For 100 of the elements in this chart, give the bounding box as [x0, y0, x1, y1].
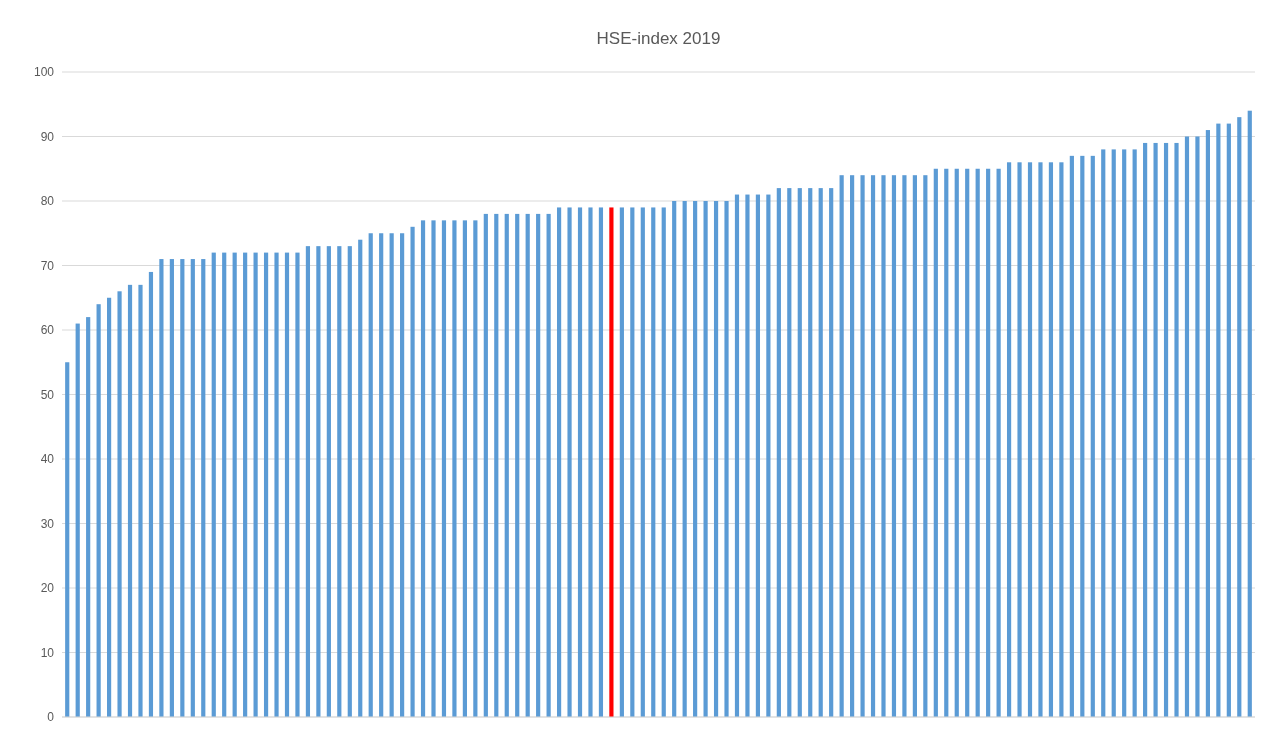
bar — [232, 252, 237, 717]
bar — [713, 201, 719, 717]
y-tick-label: 30 — [40, 516, 55, 531]
bar — [138, 284, 143, 717]
bar — [693, 201, 698, 717]
bar — [682, 201, 687, 717]
bar — [75, 323, 80, 717]
bar — [1153, 142, 1158, 717]
bar — [1090, 155, 1095, 717]
bar — [567, 207, 572, 717]
bar — [263, 252, 269, 717]
bar — [944, 168, 949, 717]
bar — [400, 233, 405, 717]
bar — [829, 188, 834, 717]
bar — [661, 207, 666, 717]
bar — [169, 259, 174, 717]
bar — [996, 168, 1001, 717]
bar — [766, 194, 771, 717]
bar — [274, 252, 279, 717]
y-tick-label: 40 — [40, 452, 55, 467]
bar — [1226, 123, 1231, 717]
chart-title: HSE-index 2019 — [596, 29, 721, 48]
bar — [127, 284, 133, 717]
bar — [515, 213, 520, 717]
bar — [546, 213, 551, 717]
bar — [1027, 162, 1033, 717]
bar — [243, 252, 248, 717]
bar — [379, 233, 384, 717]
y-tick-label: 0 — [47, 710, 55, 725]
bar — [839, 175, 844, 717]
bar — [201, 259, 206, 717]
bar — [923, 175, 928, 717]
y-tick-label: 90 — [40, 129, 55, 144]
bar — [316, 246, 321, 717]
bar — [1174, 142, 1179, 717]
bar — [912, 175, 917, 717]
bar — [148, 271, 154, 717]
bar — [483, 213, 488, 717]
bar — [536, 213, 541, 717]
bar — [860, 175, 865, 717]
bar — [441, 220, 447, 717]
bar — [891, 175, 897, 717]
bar — [954, 168, 959, 717]
bar — [253, 252, 258, 717]
bar — [672, 201, 677, 717]
y-tick-label: 20 — [40, 581, 55, 596]
bar — [734, 194, 740, 717]
bar — [1059, 162, 1064, 717]
y-tick-label: 10 — [40, 645, 55, 660]
bar — [1048, 162, 1054, 717]
bar — [504, 213, 509, 717]
bar — [494, 213, 499, 717]
bar — [797, 188, 802, 717]
bar — [1205, 130, 1210, 717]
bar — [420, 220, 426, 717]
bar — [640, 207, 645, 717]
bar — [1143, 142, 1148, 717]
bar — [180, 259, 185, 717]
bar — [1069, 155, 1074, 717]
bar — [787, 188, 792, 717]
bar — [65, 362, 70, 717]
bar — [745, 194, 750, 717]
bar — [933, 168, 938, 717]
bar — [96, 304, 101, 717]
bar — [295, 252, 300, 717]
bar — [410, 226, 415, 717]
bar — [808, 188, 813, 717]
bar — [850, 175, 855, 717]
y-tick-label: 80 — [40, 194, 55, 209]
bar — [1122, 149, 1127, 717]
y-tick-label: 50 — [40, 387, 55, 402]
bar — [1080, 155, 1085, 717]
bar — [358, 239, 363, 717]
bar — [525, 213, 530, 717]
bar — [577, 207, 583, 717]
bar — [1184, 136, 1190, 717]
bar — [368, 233, 373, 717]
bar — [755, 194, 761, 717]
bar — [107, 297, 112, 717]
bar — [598, 207, 604, 717]
bar — [431, 220, 436, 717]
bar — [1216, 123, 1221, 717]
bar — [117, 291, 122, 717]
bar — [1038, 162, 1043, 717]
bar — [337, 246, 342, 717]
bar — [284, 252, 290, 717]
bar — [473, 220, 478, 717]
bar — [630, 207, 635, 717]
bar — [1163, 142, 1169, 717]
bar — [462, 220, 467, 717]
bar — [159, 259, 164, 717]
bar — [651, 207, 656, 717]
y-tick-label: 60 — [40, 323, 55, 338]
bar — [452, 220, 457, 717]
bar — [902, 175, 907, 717]
bar — [305, 246, 311, 717]
bar — [588, 207, 593, 717]
bar — [776, 188, 781, 717]
y-tick-label: 70 — [40, 258, 55, 273]
bar — [1132, 149, 1137, 717]
